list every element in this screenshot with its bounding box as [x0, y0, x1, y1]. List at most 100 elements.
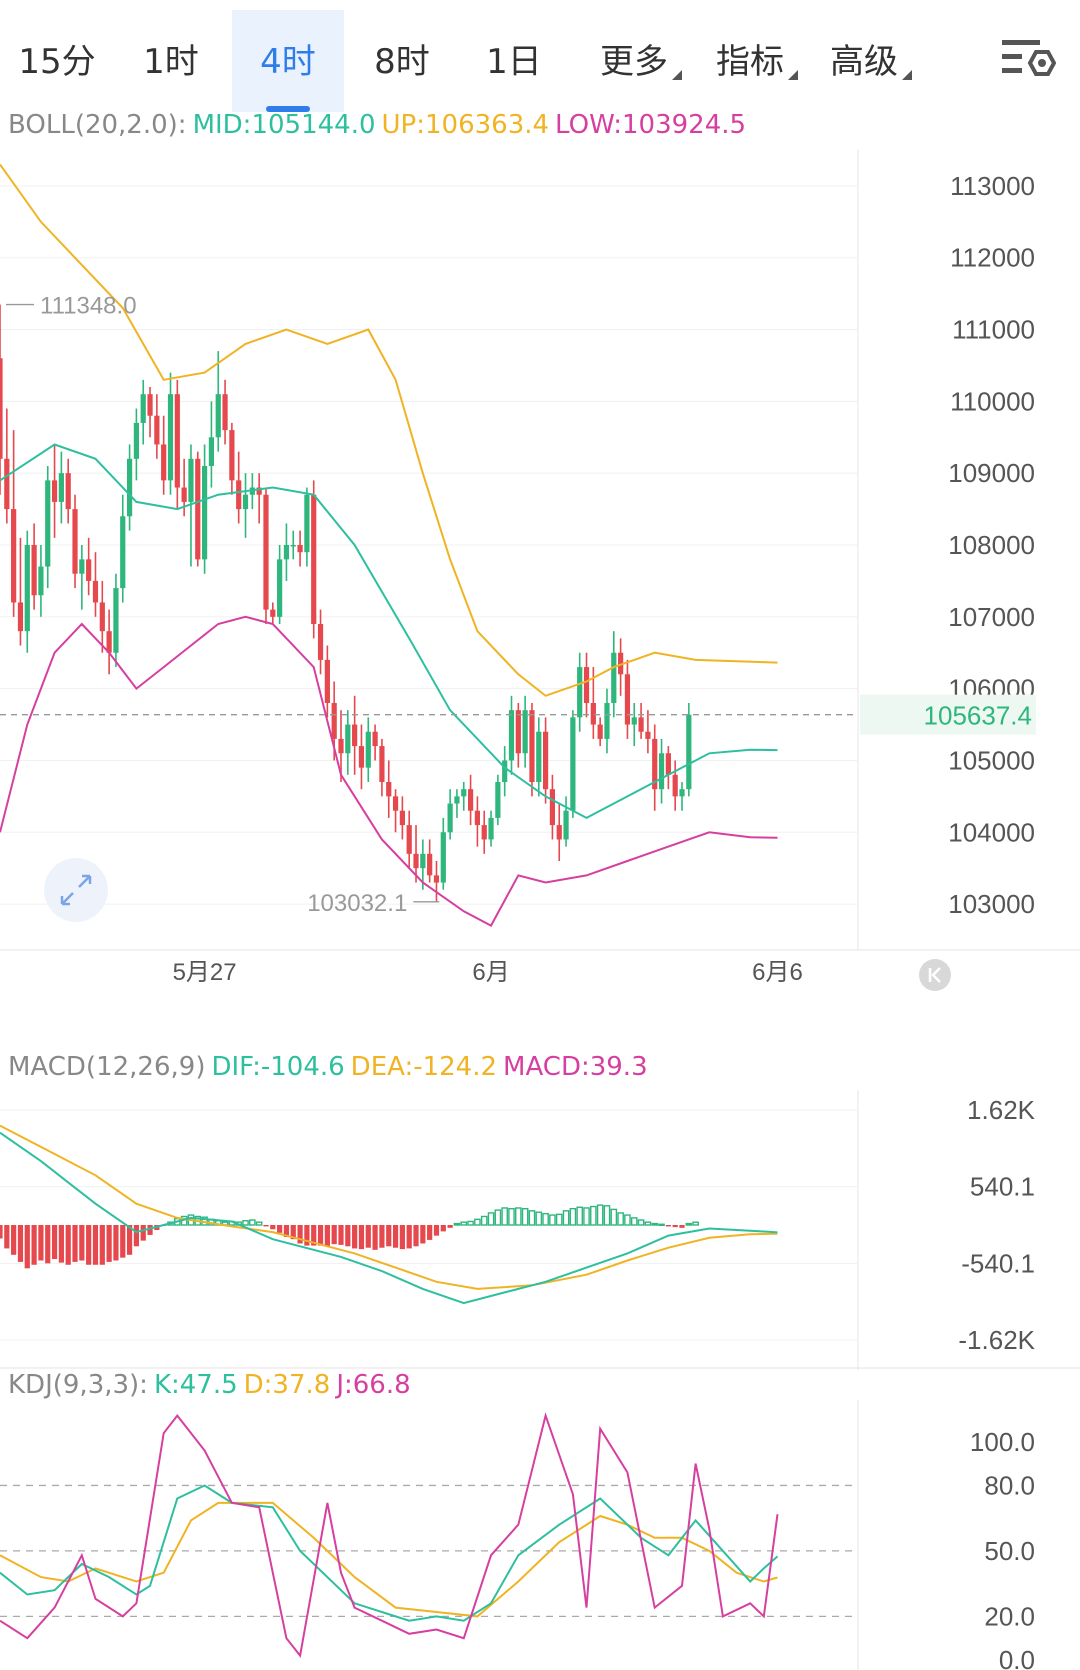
expand-icon-bg: [44, 858, 108, 922]
candle-body: [392, 796, 399, 811]
candle: [495, 774, 501, 826]
macd-hist-bar: [692, 1221, 699, 1226]
tab-label: 8时: [374, 42, 430, 82]
candle: [515, 703, 521, 768]
kdj-legend: KDJ(9,3,3): K:47.5 D:37.8 J:66.8: [8, 1370, 417, 1400]
candle: [317, 609, 324, 675]
candle: [195, 451, 201, 567]
macd-hist-bar: [501, 1207, 508, 1226]
macd-hist-bar: [365, 1225, 371, 1248]
candle-body: [638, 717, 644, 732]
macd-hist-bar: [535, 1211, 543, 1226]
candle-body: [133, 422, 139, 459]
macd-hist-bar: [617, 1212, 624, 1226]
candle-body: [215, 394, 221, 438]
timeframe-tab-5[interactable]: 更多: [576, 10, 692, 112]
candle-body: [454, 796, 460, 804]
macd-hist-bar: [658, 1223, 665, 1226]
macd-hist-bar: [133, 1225, 139, 1247]
macd-hist-bar: [487, 1212, 495, 1226]
candle-body: [331, 703, 337, 739]
candle: [631, 703, 637, 747]
macd-hist-bar: [38, 1225, 44, 1261]
candle: [99, 580, 105, 653]
timeframe-tab-2[interactable]: 4时: [232, 10, 344, 112]
candle: [679, 782, 685, 811]
y-tick-label: 110000: [950, 386, 1035, 416]
kdj-y-tick: 0.0: [999, 1645, 1035, 1670]
scroll-to-latest-icon[interactable]: [919, 959, 951, 991]
timeframe-tab-6[interactable]: 指标: [692, 10, 808, 112]
candle: [86, 537, 92, 596]
candle: [174, 379, 180, 510]
candle-body: [45, 480, 51, 567]
macd-hist-bar: [99, 1225, 105, 1265]
macd-hist-bar: [297, 1225, 303, 1244]
candle-body: [352, 724, 358, 747]
candle-body: [556, 825, 562, 840]
timeframe-tab-4[interactable]: 1日: [462, 10, 566, 112]
timeframe-tab-3[interactable]: 8时: [350, 10, 454, 112]
candle: [311, 480, 317, 639]
candle-body: [502, 760, 508, 782]
macd-hist-bar: [420, 1225, 426, 1244]
macd-chart[interactable]: 1.62K 540.1 -540.1 -1.62K: [0, 1090, 1080, 1370]
macd-hist-bar: [79, 1225, 85, 1261]
candle: [236, 451, 242, 524]
macd-hist-bar: [583, 1207, 590, 1226]
candle: [686, 703, 692, 797]
timeframe-tab-1[interactable]: 1时: [122, 10, 220, 112]
candle: [11, 430, 17, 617]
macd-hist-bar: [4, 1225, 10, 1249]
candle: [474, 796, 480, 847]
candle-body: [242, 494, 249, 510]
y-tick-label: 104000: [948, 817, 1035, 847]
candle-body: [24, 545, 30, 632]
candle-body: [290, 545, 296, 547]
kdj-y-tick: 100.0: [970, 1427, 1035, 1457]
expand-icon[interactable]: [44, 858, 108, 922]
candle-body: [113, 588, 119, 653]
candle-body: [365, 731, 371, 768]
candle-body: [106, 631, 112, 653]
candle: [79, 545, 85, 610]
candle: [345, 710, 351, 775]
candle-body: [597, 724, 603, 739]
boll-lower-line: [0, 615, 778, 927]
macd-hist-bar: [637, 1219, 645, 1226]
macd-hist-bar: [304, 1225, 310, 1246]
tab-label: 1日: [486, 42, 542, 82]
candle-body: [99, 602, 105, 632]
candle-body: [297, 545, 303, 553]
macd-hist-bar: [542, 1212, 549, 1226]
candle: [304, 487, 310, 567]
candle: [392, 789, 399, 833]
macd-hist-bar: [352, 1225, 358, 1249]
macd-hist-bar: [562, 1210, 570, 1226]
timeframe-tab-0[interactable]: 15分: [8, 10, 106, 112]
candlestick-chart[interactable]: 113000 112000 111000 110000 109000 108000 1070…: [0, 150, 1080, 1030]
kdj-chart[interactable]: 100.0 80.0 50.0 20.0 0.0: [0, 1400, 1080, 1670]
boll-up-value: UP:106363.4: [381, 110, 550, 140]
candle-body: [86, 559, 92, 581]
macd-indicator-name: MACD(12,26,9): [8, 1052, 206, 1082]
candle: [447, 789, 453, 840]
candle: [38, 545, 44, 617]
candle-body: [563, 810, 569, 840]
candle: [522, 695, 528, 768]
kdj-k-line: [0, 1484, 779, 1622]
candle-body: [188, 458, 194, 502]
macd-hist-bar: [270, 1225, 276, 1230]
candle: [427, 839, 433, 883]
candle-body: [481, 825, 487, 840]
candle-body: [433, 875, 440, 883]
candle: [147, 387, 153, 438]
macd-hist-bar: [290, 1225, 296, 1240]
candle: [358, 724, 365, 790]
candle: [454, 789, 460, 818]
candle-body: [236, 480, 242, 510]
timeframe-tab-7[interactable]: 高级: [806, 10, 922, 112]
candle: [488, 810, 494, 847]
x-tick-label: 5月27: [173, 959, 237, 986]
chart-settings-icon[interactable]: [1000, 36, 1057, 86]
